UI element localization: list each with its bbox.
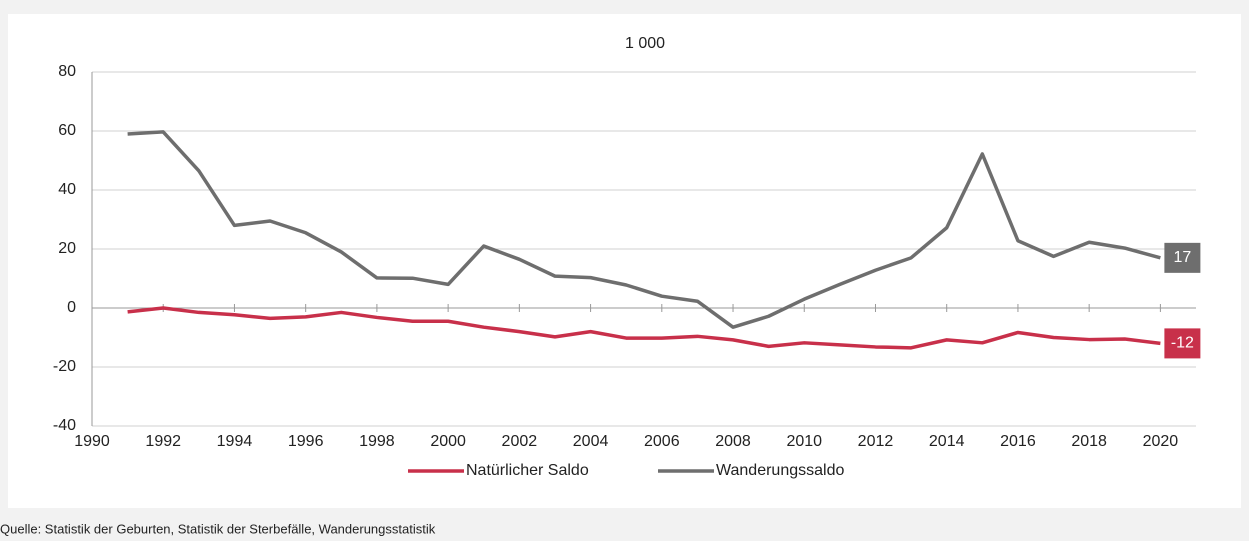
chart-area bbox=[8, 14, 1241, 508]
source: Quelle: Statistik der Geburten, Statisti… bbox=[0, 521, 436, 536]
y-tick-label: 40 bbox=[58, 181, 76, 198]
y-tick-label: 20 bbox=[58, 240, 76, 257]
x-tick-label: 1996 bbox=[288, 433, 324, 450]
legend-label: Wanderungssaldo bbox=[716, 462, 844, 479]
x-tick-label: 2016 bbox=[1000, 433, 1036, 450]
x-tick-label: 1994 bbox=[217, 433, 253, 450]
x-tick-label: 2018 bbox=[1071, 433, 1107, 450]
x-tick-label: 2000 bbox=[430, 433, 466, 450]
end-label: 17 bbox=[1173, 249, 1191, 266]
y-tick-label: 80 bbox=[58, 63, 76, 80]
x-tick-label: 2020 bbox=[1143, 433, 1179, 450]
x-tick-label: 2012 bbox=[858, 433, 894, 450]
y-tick-label: -40 bbox=[53, 417, 76, 434]
x-tick-label: 2004 bbox=[573, 433, 609, 450]
x-tick-label: 2010 bbox=[786, 433, 822, 450]
x-tick-label: 2002 bbox=[502, 433, 538, 450]
series-line bbox=[127, 306, 1161, 350]
series-line bbox=[127, 130, 1161, 329]
x-tick-label: 2014 bbox=[929, 433, 965, 450]
x-tick-label: 2008 bbox=[715, 433, 751, 450]
x-tick-label: 1990 bbox=[74, 433, 110, 450]
legend-label: Natürlicher Saldo bbox=[466, 462, 589, 479]
x-tick-label: 2006 bbox=[644, 433, 680, 450]
y-tick-label: -20 bbox=[53, 358, 76, 375]
end-label-box bbox=[1164, 328, 1201, 359]
unit-label: 1 000 bbox=[625, 35, 665, 52]
x-tick-label: 1998 bbox=[359, 433, 395, 450]
y-tick-label: 60 bbox=[58, 122, 76, 139]
y-tick-label: 0 bbox=[67, 299, 76, 316]
end-label: -12 bbox=[1171, 335, 1194, 352]
x-tick-label: 1992 bbox=[145, 433, 181, 450]
end-label-box bbox=[1164, 242, 1201, 273]
